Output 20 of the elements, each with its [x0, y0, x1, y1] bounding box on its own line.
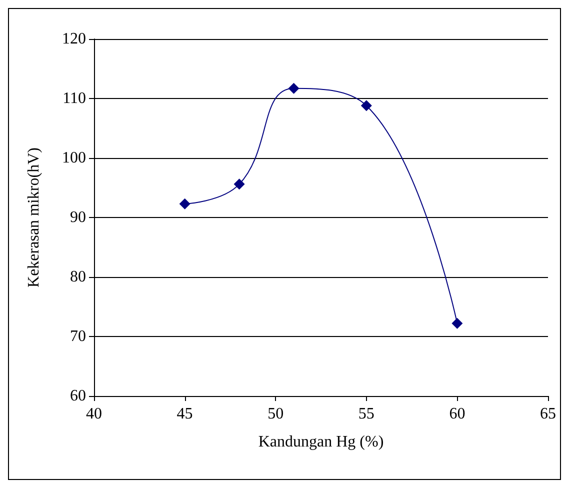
x-axis-title: Kandungan Hg (%) [258, 434, 384, 450]
x-tick-label: 55 [358, 406, 374, 422]
y-tick-label: 60 [70, 388, 86, 404]
point [179, 198, 190, 210]
y-tick-label: 70 [70, 328, 86, 345]
x-tick-label: 60 [449, 406, 466, 422]
point [288, 82, 300, 94]
y-tick-label: 80 [70, 268, 86, 286]
y-tick-label: 120 [62, 30, 86, 48]
point [360, 100, 372, 112]
x-tick-label: 45 [176, 406, 193, 422]
y-tick-label: 110 [62, 90, 86, 107]
x-tick-label: 40 [86, 406, 102, 422]
y-axis-title: Kekerasan mikro(hV) [26, 148, 42, 288]
y-tick-label: 100 [62, 150, 86, 166]
x-tick-label: 50 [268, 406, 284, 422]
x-tick-label: 65 [540, 406, 556, 422]
point [234, 178, 245, 190]
y-tick-label: 90 [70, 209, 86, 226]
point [452, 318, 463, 329]
